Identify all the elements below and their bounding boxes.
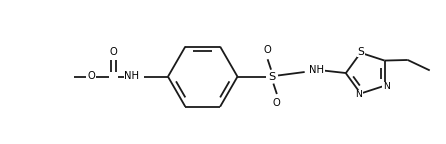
Text: N: N (355, 90, 362, 99)
Text: S: S (358, 47, 365, 57)
Text: O: O (264, 45, 272, 55)
Text: O: O (88, 71, 95, 81)
Text: S: S (268, 72, 276, 82)
Text: O: O (273, 98, 281, 108)
Text: NH: NH (124, 71, 139, 81)
Text: NH: NH (310, 65, 324, 75)
Text: N: N (383, 82, 390, 91)
Text: O: O (110, 47, 117, 57)
